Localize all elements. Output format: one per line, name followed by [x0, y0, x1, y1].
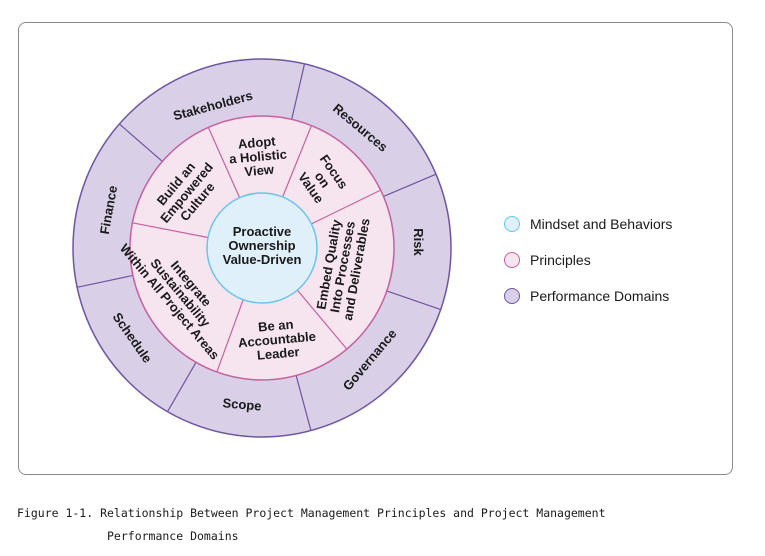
- center-mindset-label: Proactive Ownership Value-Driven: [223, 224, 302, 267]
- legend-label: Principles: [530, 252, 591, 268]
- legend-label: Mindset and Behaviors: [530, 216, 673, 232]
- figure-caption: Figure 1-1. Relationship Between Project…: [17, 502, 606, 548]
- domain-label-scope: Scope: [222, 395, 262, 413]
- domain-divider: [386, 290, 441, 311]
- legend-item-domains: Performance Domains: [504, 278, 672, 314]
- domain-divider: [383, 173, 437, 197]
- principle-divider: [132, 222, 209, 239]
- principle-label: Be anAccountableLeader: [236, 315, 317, 365]
- principle-divider: [216, 299, 244, 373]
- principle-label-line: View: [244, 162, 275, 180]
- mindset-swatch-icon: [504, 216, 520, 232]
- principles-swatch-icon: [504, 252, 520, 268]
- domain-divider: [118, 123, 163, 162]
- principle-divider: [282, 125, 313, 198]
- legend-item-mindset: Mindset and Behaviors: [504, 206, 672, 242]
- domain-label-risk-line: Risk: [411, 228, 426, 256]
- legend-label: Performance Domains: [530, 288, 670, 304]
- legend-item-principles: Principles: [504, 242, 672, 278]
- center-mindset-label-line: Value-Driven: [223, 252, 302, 267]
- caption-line-2: Performance Domains: [107, 529, 239, 543]
- principle-divider: [311, 189, 381, 225]
- principle-label-line: Be an: [257, 317, 294, 335]
- domain-divider: [77, 274, 134, 288]
- domain-divider: [291, 63, 306, 120]
- principle-label-line: on: [312, 169, 333, 191]
- principle-divider: [296, 289, 348, 350]
- domains-swatch-icon: [504, 288, 520, 304]
- mindset-circle: [206, 192, 318, 304]
- center-mindset-label-line: Proactive: [233, 224, 292, 239]
- figure-frame: [18, 22, 733, 475]
- principle-label-line: Adopt: [237, 133, 276, 151]
- principle-divider: [207, 127, 241, 198]
- principle-label-line: Accountable: [237, 329, 316, 351]
- principle-label-line: a Holistic: [229, 147, 288, 167]
- domain-divider: [295, 375, 312, 431]
- center-mindset-label-line: Ownership: [228, 238, 295, 253]
- domain-label-risk: Risk: [411, 228, 426, 256]
- domain-label-scope-line: Scope: [222, 395, 262, 413]
- principle-label-line: Leader: [256, 344, 300, 363]
- principle-label: Adopta HolisticView: [227, 133, 288, 181]
- legend: Mindset and Behaviors Principles Perform…: [504, 206, 672, 314]
- caption-line-1: Figure 1-1. Relationship Between Project…: [17, 506, 606, 520]
- domain-divider: [166, 362, 197, 412]
